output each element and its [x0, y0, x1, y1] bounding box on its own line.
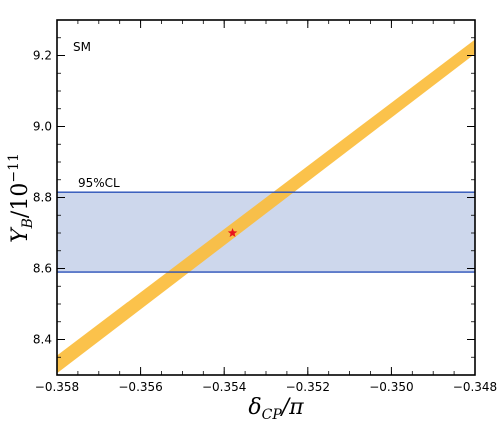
- plot-frame: [56, 19, 476, 376]
- y-axis-title-sup: −11: [6, 153, 22, 183]
- y-tick-label: 9.2: [33, 49, 52, 63]
- y-tick-label: 8.4: [33, 333, 52, 347]
- series-band-0: [57, 39, 475, 374]
- x-axis-title-main: δ: [248, 395, 261, 420]
- x-tick-label: −0.358: [35, 380, 79, 394]
- y-tick-label: 8.8: [33, 191, 52, 205]
- y-axis-title: YB/10−11: [6, 153, 36, 243]
- y-tick-label: 9.0: [33, 120, 52, 134]
- y-tick-label: 8.6: [33, 262, 52, 276]
- x-axis-title-sub: CP: [262, 407, 283, 423]
- model-label: SM: [73, 40, 91, 54]
- x-tick-label: −0.352: [286, 380, 330, 394]
- y-axis-title-main: Y: [8, 226, 33, 243]
- band-label: 95%CL: [78, 176, 120, 190]
- x-axis-title: δCP/π: [248, 395, 304, 423]
- x-tick-label: −0.356: [118, 380, 162, 394]
- x-tick-label: −0.350: [369, 380, 413, 394]
- x-tick-label: −0.354: [202, 380, 246, 394]
- star-marker-0: [227, 228, 238, 238]
- y-axis-title-mid: /10: [8, 183, 33, 218]
- x-tick-label: −0.348: [453, 380, 497, 394]
- y-axis-title-sub: B: [20, 218, 36, 229]
- axis-ticks: −0.358 −0.356 −0.354 −0.352 −0.350 −0.348 8.4 8…: [33, 19, 497, 394]
- plot-area: [57, 39, 475, 374]
- x-axis-title-tail: /π: [280, 395, 304, 420]
- plot-inner: [57, 39, 475, 374]
